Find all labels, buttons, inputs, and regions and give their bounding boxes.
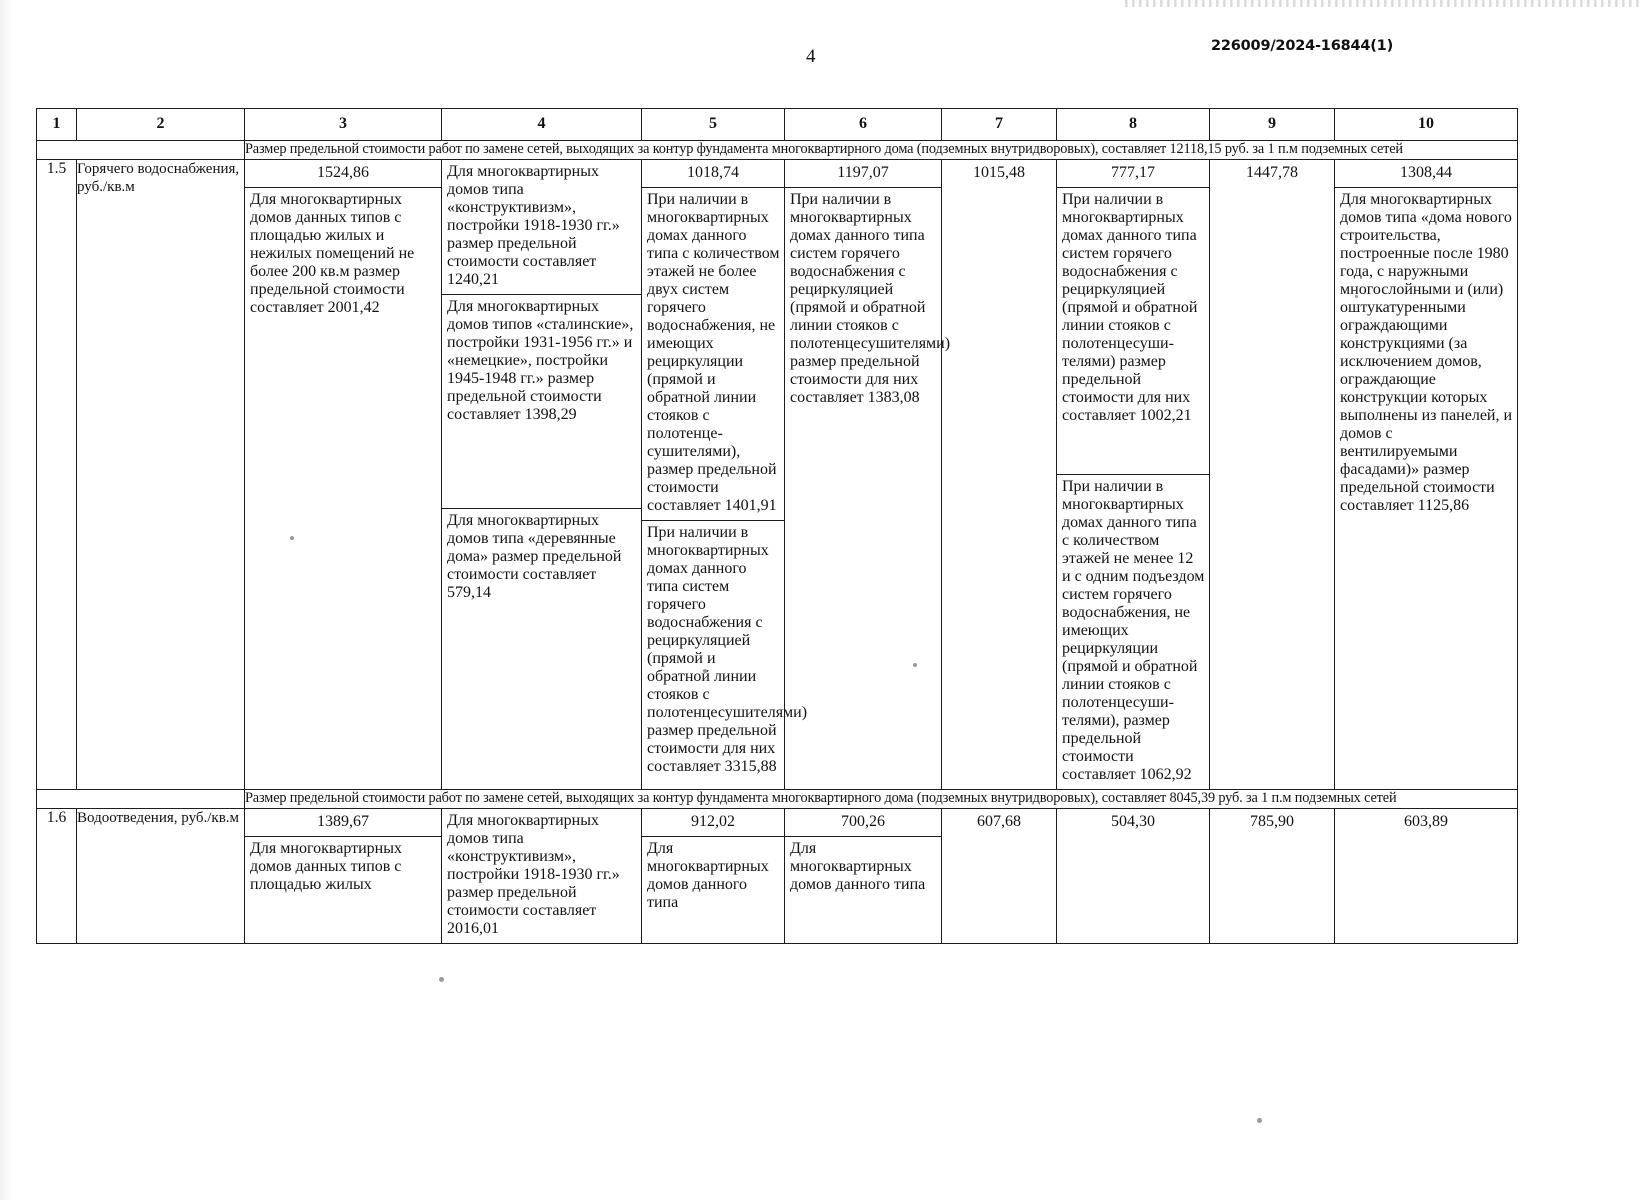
tariff-table-wrapper: 1 2 3 4 5 6 7 8 9 10 Размер предельной с… <box>36 108 1518 944</box>
note-col-8-1: При наличии в многоквартирных домах данн… <box>1057 186 1209 430</box>
note-gvs: Размер предельной стоимости работ по зам… <box>244 139 1518 160</box>
column-header-8: 8 <box>1056 108 1210 141</box>
row-1-6-col-10: 603,89 <box>1334 807 1518 944</box>
note-row-spacer-2 <box>76 139 245 160</box>
row-1-6-col-5: 912,02 Для многоквартирных домов данного… <box>641 807 785 944</box>
note-vodootvedenie: Размер предельной стоимости работ по зам… <box>244 788 1518 809</box>
note-col-5-2: При наличии в многоквартирных домах данн… <box>642 519 807 781</box>
value-col-6: 700,26 <box>841 812 885 830</box>
column-header-3: 3 <box>244 108 442 141</box>
column-header-10: 10 <box>1334 108 1518 141</box>
value-col-7: 1015,48 <box>973 163 1025 181</box>
row-1-5-col-7: 1015,48 <box>941 158 1057 790</box>
table-row: 1.6 Водоотведения, руб./кв.м 1389,67 Для… <box>36 807 1518 944</box>
note-row-vodootvedenie: Размер предельной стоимости работ по зам… <box>36 788 1518 809</box>
scan-speckle <box>1355 295 1358 298</box>
note-col-5-1: При наличии в многоквартирных домах данн… <box>642 186 784 520</box>
column-header-2: 2 <box>76 108 245 141</box>
row-1-5-col-6: 1197,07 При наличии в многоквартирных до… <box>784 158 950 790</box>
row-1-5-col-9: 1447,78 <box>1209 158 1335 790</box>
note-col-6-1: При наличии в многоквартирных домах данн… <box>785 186 950 412</box>
value-col-3: 1389,67 <box>317 812 369 830</box>
note-col-5-1: Для многоквартирных домов данного типа <box>642 835 784 917</box>
value-col-9: 1447,78 <box>1246 163 1298 181</box>
note-col-4-2: Для многоквартирных домов типов «сталинс… <box>442 293 641 429</box>
note-col-3-1: Для многоквартирных домов данных типов с… <box>245 835 441 899</box>
column-header-5: 5 <box>641 108 785 141</box>
value-col-8: 504,30 <box>1111 812 1155 830</box>
value-col-10: 603,89 <box>1404 812 1448 830</box>
document-code: 226009/2024-16844(1) <box>1211 38 1393 54</box>
tariff-table: 1 2 3 4 5 6 7 8 9 10 Размер предельной с… <box>36 108 1518 944</box>
row-1-5-col-8: 777,17 При наличии в многоквартирных дом… <box>1056 158 1210 790</box>
row-1-6-col-9: 785,90 <box>1209 807 1335 944</box>
scan-speckle <box>439 977 444 982</box>
scan-edge-shadow <box>0 0 14 1200</box>
note-row-spacer-1 <box>36 139 77 160</box>
row-1-6-col-7: 607,68 <box>941 807 1057 944</box>
scan-speckle <box>913 663 917 667</box>
column-header-4: 4 <box>441 108 642 141</box>
note-col-4-1: Для многоквартирных домов типа «конструк… <box>447 162 620 288</box>
value-col-8: 777,17 <box>1111 163 1155 181</box>
note-col-8-2: При наличии в многоквартирных домах данн… <box>1057 473 1209 789</box>
column-header-9: 9 <box>1209 108 1335 141</box>
row-1-5-col-5: 1018,74 При наличии в многоквартирных до… <box>641 158 807 790</box>
value-col-3: 1524,86 <box>317 163 369 181</box>
note-col-6-1: Для многоквартирных домов данного типа <box>785 835 941 899</box>
table-row: 1.5 Горячего водоснабжения, руб./кв.м 15… <box>36 158 1518 790</box>
column-header-6: 6 <box>784 108 942 141</box>
scan-speckle <box>703 669 707 673</box>
note-row-gvs: Размер предельной стоимости работ по зам… <box>36 139 1518 160</box>
column-header-1: 1 <box>36 108 77 141</box>
note-col-3-1: Для многоквартирных домов данных типов с… <box>245 186 441 322</box>
row-number-1-6: 1.6 <box>36 807 77 944</box>
value-col-5: 912,02 <box>691 812 735 830</box>
page-number: 4 <box>806 46 816 67</box>
page-header: 226009/2024-16844(1) 4 <box>0 0 1640 96</box>
column-header-7: 7 <box>941 108 1057 141</box>
value-col-6: 1197,07 <box>837 163 889 181</box>
scan-top-noise <box>1125 0 1640 7</box>
row-name-1-6: Водоотведения, руб./кв.м <box>76 807 245 944</box>
note-col-4-3: Для многоквартирных домов типа «деревянн… <box>442 507 641 607</box>
row-1-6-col-4: Для многоквартирных домов типа «конструк… <box>441 807 642 944</box>
table-header-row: 1 2 3 4 5 6 7 8 9 10 <box>36 108 1518 141</box>
scan-speckle <box>1257 1118 1262 1123</box>
value-col-10: 1308,44 <box>1400 163 1452 181</box>
row-1-6-col-3: 1389,67 Для многоквартирных домов данных… <box>244 807 442 944</box>
note-col-4-1: Для многоквартирных домов типа «конструк… <box>447 811 620 937</box>
note-row2-spacer-1 <box>36 788 77 809</box>
note-row2-spacer-2 <box>76 788 245 809</box>
note-col-10-1: Для многоквартирных домов типа «дома нов… <box>1335 186 1517 520</box>
value-col-7: 607,68 <box>977 812 1021 830</box>
row-1-6-col-8: 504,30 <box>1056 807 1210 944</box>
row-1-6-col-6: 700,26 Для многоквартирных домов данного… <box>784 807 942 944</box>
row-name-1-5: Горячего водоснабжения, руб./кв.м <box>76 158 245 790</box>
row-number-1-5: 1.5 <box>36 158 77 790</box>
scan-speckle <box>290 536 294 540</box>
value-col-9: 785,90 <box>1250 812 1294 830</box>
value-col-5: 1018,74 <box>687 163 739 181</box>
row-1-5-col-10: 1308,44 Для многоквартирных домов типа «… <box>1334 158 1518 790</box>
row-1-5-col-3: 1524,86 Для многоквартирных домов данных… <box>244 158 442 790</box>
row-1-5-col-4: Для многоквартирных домов типа «конструк… <box>441 158 642 790</box>
